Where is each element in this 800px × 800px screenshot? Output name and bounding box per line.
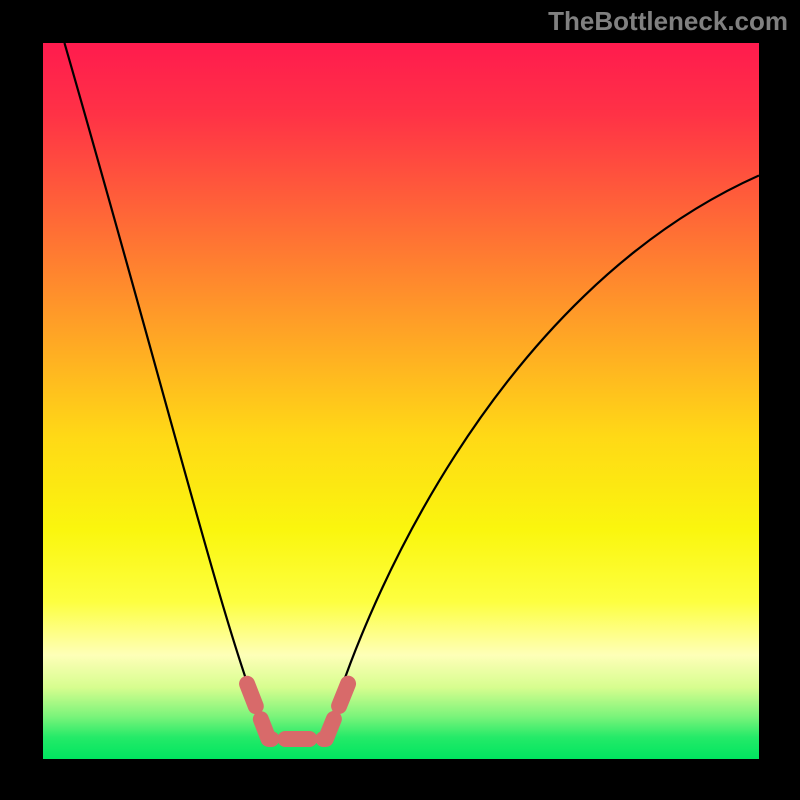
- bottleneck-chart: [0, 0, 800, 800]
- watermark-text: TheBottleneck.com: [548, 6, 788, 37]
- plot-background: [43, 43, 759, 759]
